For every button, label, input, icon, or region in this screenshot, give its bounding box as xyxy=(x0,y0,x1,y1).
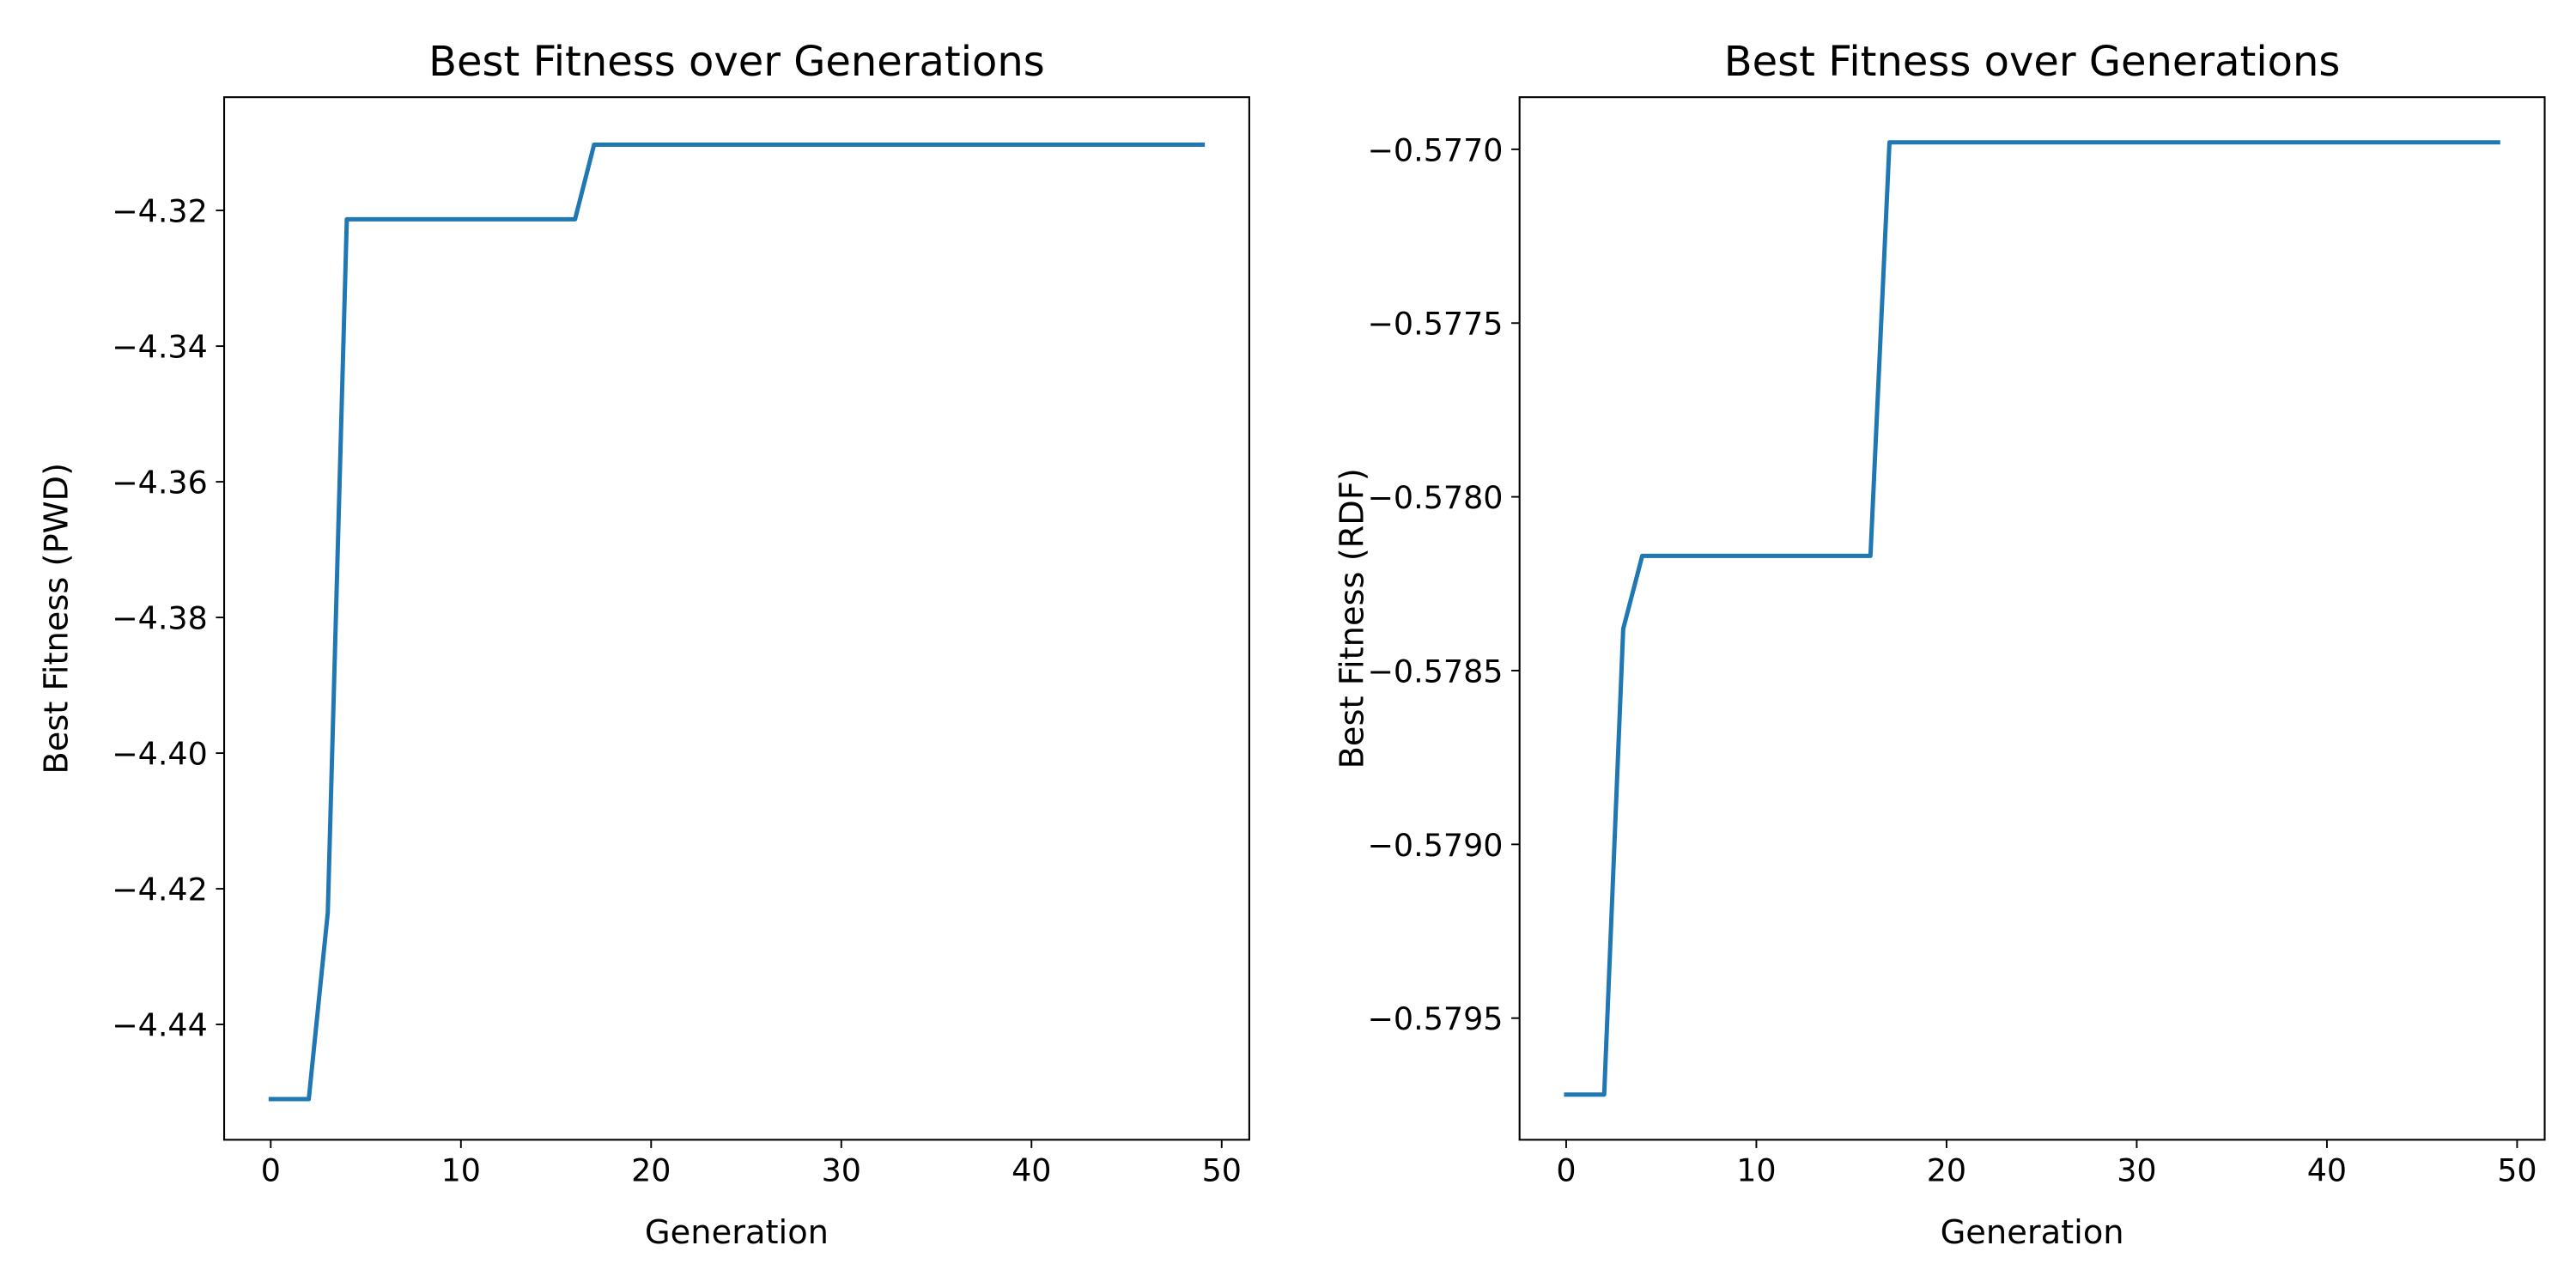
x-tick-label: 30 xyxy=(2117,1151,2156,1188)
x-tick-label: 40 xyxy=(2307,1151,2347,1188)
x-tick-label: 0 xyxy=(261,1151,281,1188)
y-tick-label: −4.38 xyxy=(112,600,208,637)
y-tick-label: −4.34 xyxy=(112,329,208,366)
y-tick-label: −4.40 xyxy=(112,736,208,773)
chart-panel-2: 0 10 20 30 40 50 −0.5795 −0.5790 −0.5785 −0.5780 −… xyxy=(1333,38,2546,1252)
plot-frame xyxy=(1518,96,2546,1141)
y-tick-label: −0.5785 xyxy=(1367,653,1503,690)
series-line-1 xyxy=(268,142,1206,1102)
x-tick-label: 20 xyxy=(1927,1151,1966,1188)
y-tick-label: −0.5780 xyxy=(1367,479,1503,516)
y-tick-label: −4.42 xyxy=(112,872,208,908)
chart-title: Best Fitness over Generations xyxy=(1724,38,2341,86)
y-tick-label: −0.5775 xyxy=(1367,306,1503,343)
y-axis-label: Best Fitness (PWD) xyxy=(38,463,76,775)
x-axis-label: Generation xyxy=(1941,1213,2124,1252)
y-tick-label: −0.5790 xyxy=(1367,827,1503,864)
x-tick-label: 10 xyxy=(441,1151,481,1188)
y-tick-label: −4.44 xyxy=(112,1007,208,1044)
plot-frame xyxy=(222,96,1250,1141)
x-tick-label: 30 xyxy=(822,1151,861,1188)
y-axis-label: Best Fitness (RDF) xyxy=(1333,468,1371,769)
y-tick-label: −4.36 xyxy=(112,465,208,501)
x-axis-label: Generation xyxy=(645,1213,829,1252)
x-tick-label: 40 xyxy=(1012,1151,1051,1188)
x-tick-label: 20 xyxy=(631,1151,671,1188)
y-tick-label: −0.5770 xyxy=(1367,131,1503,168)
x-tick-label: 0 xyxy=(1556,1151,1576,1188)
x-tick-label: 50 xyxy=(2497,1151,2537,1188)
y-tick-label: −4.32 xyxy=(112,193,208,230)
y-tick-label: −0.5795 xyxy=(1367,1000,1503,1037)
x-tick-label: 10 xyxy=(1736,1151,1776,1188)
chart-title: Best Fitness over Generations xyxy=(428,38,1045,86)
x-tick-label: 50 xyxy=(1202,1151,1242,1188)
series-line-1 xyxy=(1564,140,2500,1097)
chart-panel-1: 0 10 20 30 40 50 −4.44 −4.42 −4.40 −4.38 −4.36 −4.3… xyxy=(38,38,1250,1252)
